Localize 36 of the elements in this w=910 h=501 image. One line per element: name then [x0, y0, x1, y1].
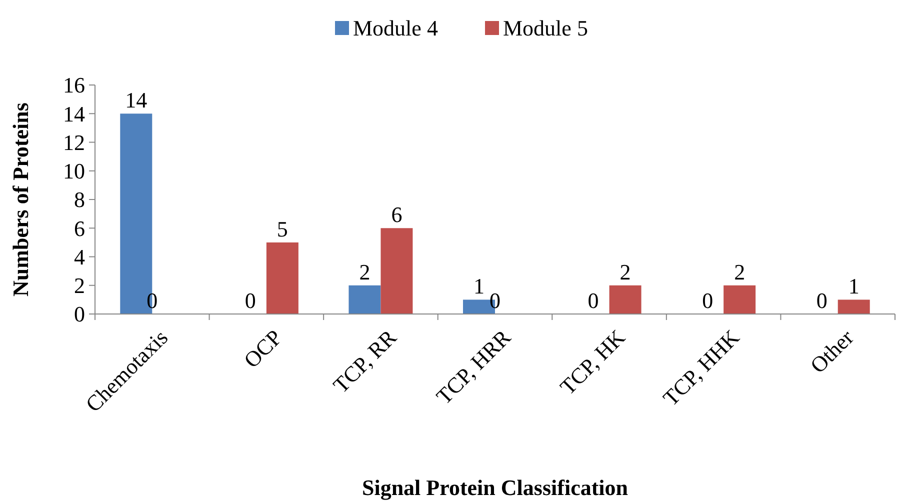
data-label: 0: [490, 288, 500, 313]
data-label: 0: [702, 288, 714, 313]
data-label: 6: [391, 202, 402, 228]
bar: [724, 285, 756, 314]
data-label: 1: [848, 274, 860, 299]
data-label: 0: [244, 288, 256, 313]
data-label: 2: [359, 259, 370, 284]
bar: [838, 300, 870, 314]
y-axis-title: Numbers of Proteins: [8, 102, 33, 296]
y-tick-label: 0: [74, 302, 85, 327]
x-tick-label: TCP, HK: [554, 324, 630, 400]
y-tick-label: 10: [63, 158, 85, 184]
data-label: 0: [816, 288, 828, 313]
y-tick-label: 12: [63, 130, 85, 155]
y-tick-label: 8: [74, 187, 85, 212]
legend-label: Module 5: [503, 16, 588, 41]
x-axis-title: Signal Protein Classification: [362, 475, 628, 500]
data-label: 2: [620, 259, 631, 284]
data-label: 0: [146, 288, 158, 313]
data-label: 2: [734, 259, 746, 284]
data-label: 1: [474, 274, 484, 299]
y-tick-label: 2: [74, 273, 85, 298]
y-tick-label: 14: [63, 101, 85, 126]
legend-label: Module 4: [353, 16, 438, 41]
x-tick-label: OCP: [238, 324, 287, 373]
data-label: 5: [276, 216, 288, 242]
y-tick-label: 4: [74, 244, 85, 270]
data-label: 0: [588, 288, 599, 313]
bar: [609, 285, 642, 314]
bar: [380, 228, 413, 314]
data-label: 14: [125, 88, 148, 113]
y-tick-label: 6: [74, 216, 85, 241]
bar: [348, 285, 381, 314]
bar: [266, 242, 298, 314]
y-tick-label: 16: [63, 72, 85, 98]
x-tick-label: TCP, RR: [328, 324, 402, 398]
